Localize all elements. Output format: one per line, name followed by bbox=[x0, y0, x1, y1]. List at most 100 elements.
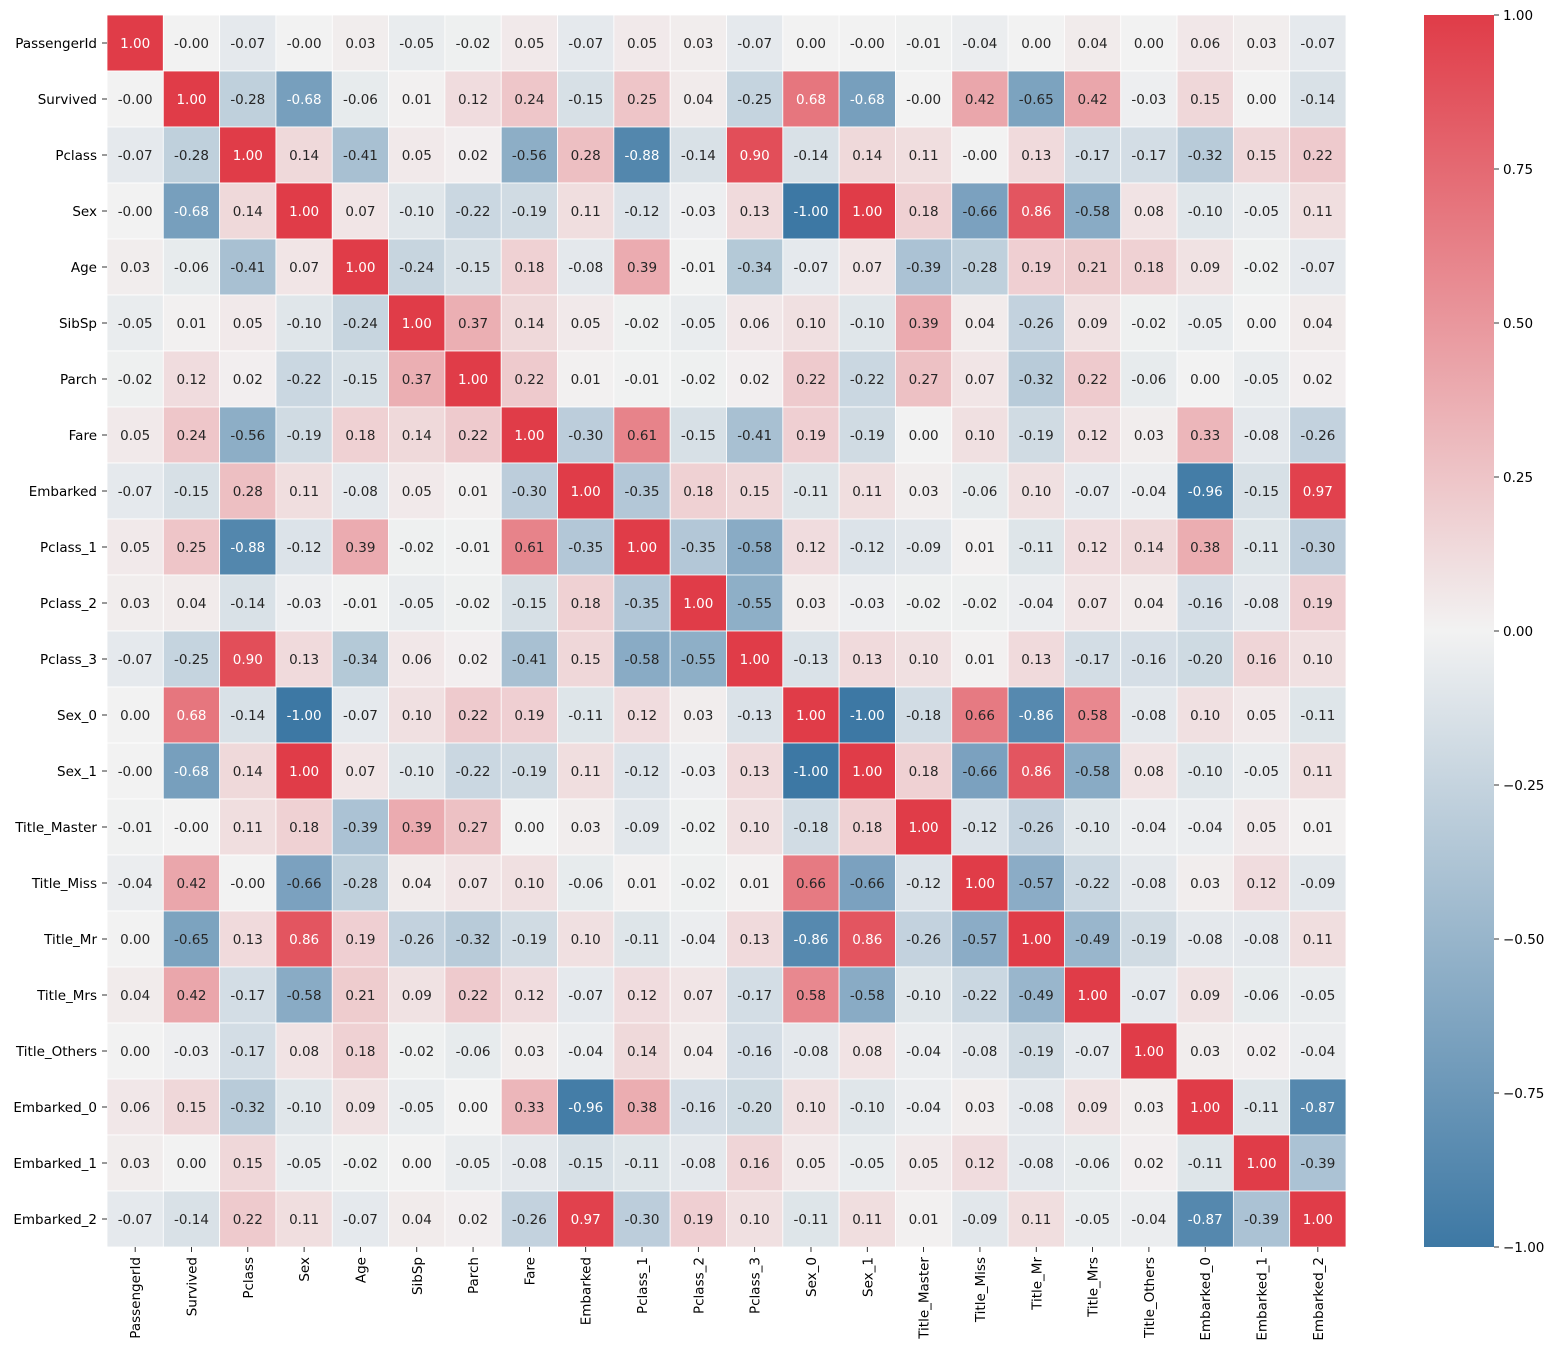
heatmap-cell-Survived-Pclass bbox=[219, 70, 277, 128]
heatmap-cell-Pclass_3-Fare bbox=[500, 630, 558, 688]
cell-value-label: 0.12 bbox=[1246, 876, 1276, 892]
cell-value-label: 0.07 bbox=[289, 260, 319, 276]
colorbar-tick-label: 0.50 bbox=[1503, 316, 1533, 332]
heatmap-cell-Embarked_2-Title_Master bbox=[895, 1190, 953, 1248]
cell-value-label: 0.39 bbox=[909, 316, 939, 332]
cell-value-label: -0.39 bbox=[1244, 1212, 1279, 1228]
heatmap-cell-Pclass-Embarked_2 bbox=[1289, 126, 1347, 184]
cell-value-label: 0.13 bbox=[740, 764, 770, 780]
heatmap-cell-Title_Mr-Embarked bbox=[557, 910, 615, 968]
cell-value-label: 0.11 bbox=[289, 1212, 319, 1228]
cell-value-label: -0.86 bbox=[794, 932, 829, 948]
cell-value-label: -0.01 bbox=[681, 260, 716, 276]
cell-value-label: 0.05 bbox=[796, 1156, 826, 1172]
cell-value-label: 0.37 bbox=[458, 316, 488, 332]
heatmap-cell-Sex-Sex_0 bbox=[782, 182, 840, 240]
heatmap-cell-PassengerId-Pclass bbox=[219, 14, 277, 72]
cell-value-label: -0.07 bbox=[1300, 36, 1335, 52]
heatmap-cell-Age-Sex bbox=[275, 238, 333, 296]
cell-value-label: 0.07 bbox=[1078, 596, 1108, 612]
heatmap-cell-Pclass_2-Title_Miss bbox=[951, 574, 1009, 632]
heatmap-cell-Embarked_0-Title_Master bbox=[895, 1078, 953, 1136]
cell-value-label: -0.14 bbox=[681, 148, 716, 164]
heatmap-cell-Sex_0-Age bbox=[331, 686, 389, 744]
heatmap-cell-Pclass-Embarked bbox=[557, 126, 615, 184]
cell-value-label: -0.04 bbox=[962, 36, 997, 52]
heatmap-cell-Sex_1-Fare bbox=[500, 742, 558, 800]
cell-value-label: -0.34 bbox=[737, 260, 772, 276]
heatmap-cell-Parch-Embarked_2 bbox=[1289, 350, 1347, 408]
heatmap-cell-Parch-Sex_0 bbox=[782, 350, 840, 408]
cell-value-label: -0.11 bbox=[794, 1212, 829, 1228]
heatmap-cell-Pclass-Age bbox=[331, 126, 389, 184]
x-tick-label-Embarked_0: Embarked_0 bbox=[1198, 1257, 1214, 1341]
cell-value-label: -0.05 bbox=[850, 1156, 885, 1172]
cell-value-label: -0.05 bbox=[1244, 764, 1279, 780]
cell-value-label: -0.35 bbox=[681, 540, 716, 556]
cell-value-label: -0.15 bbox=[1244, 484, 1279, 500]
cell-value-label: -1.00 bbox=[794, 764, 829, 780]
cell-value-label: -0.05 bbox=[456, 1156, 491, 1172]
cell-value-label: -0.04 bbox=[1131, 820, 1166, 836]
cell-value-label: -0.06 bbox=[1075, 1156, 1110, 1172]
colorbar-tick-label: 0.00 bbox=[1503, 624, 1533, 640]
heatmap-cell-Sex-Embarked_1 bbox=[1232, 182, 1291, 240]
heatmap-cell-PassengerId-Embarked_2 bbox=[1289, 14, 1347, 72]
heatmap-cell-Parch-Embarked_0 bbox=[1176, 350, 1234, 408]
cell-value-label: -0.10 bbox=[1188, 204, 1223, 220]
heatmap-cell-Sex-Survived bbox=[162, 182, 221, 240]
cell-value-label: -0.49 bbox=[1019, 988, 1054, 1004]
cell-value-label: -0.10 bbox=[287, 316, 322, 332]
cell-value-label: 0.02 bbox=[740, 372, 770, 388]
heatmap-cell-Embarked_2-Title_Miss bbox=[951, 1190, 1009, 1248]
cell-value-label: -0.17 bbox=[1131, 148, 1166, 164]
cell-value-label: 0.12 bbox=[796, 540, 826, 556]
cell-value-label: -0.55 bbox=[681, 652, 716, 668]
cell-value-label: -0.11 bbox=[625, 932, 660, 948]
cell-value-label: 0.01 bbox=[965, 540, 995, 556]
heatmap-cell-Sex_1-Title_Miss bbox=[951, 742, 1009, 800]
heatmap-cell-Title_Master-Survived bbox=[162, 798, 221, 856]
cell-value-label: -0.66 bbox=[962, 764, 997, 780]
cell-value-label: -0.07 bbox=[118, 148, 153, 164]
cell-value-label: 1.00 bbox=[852, 764, 882, 780]
heatmap-cell-PassengerId-SibSp bbox=[388, 14, 446, 72]
heatmap-cell-Sex_1-Title_Others bbox=[1120, 742, 1178, 800]
cell-value-label: 0.13 bbox=[1021, 148, 1051, 164]
cell-value-label: 0.07 bbox=[458, 876, 488, 892]
heatmap-cell-Pclass-Sex bbox=[275, 126, 333, 184]
cell-value-label: 0.08 bbox=[852, 1044, 882, 1060]
cell-value-label: -0.02 bbox=[962, 596, 997, 612]
heatmap-cell-Embarked-Pclass_3 bbox=[726, 462, 784, 520]
cell-value-label: 0.00 bbox=[909, 428, 939, 444]
heatmap-cell-Title_Master-Title_Others bbox=[1120, 798, 1178, 856]
heatmap-cell-Embarked_2-Embarked_1 bbox=[1232, 1190, 1291, 1248]
cell-value-label: -0.24 bbox=[343, 316, 378, 332]
colorbar-tick-label: 0.25 bbox=[1503, 470, 1533, 486]
heatmap-cell-Title_Master-Pclass_2 bbox=[669, 798, 727, 856]
cell-value-label: 0.19 bbox=[1303, 596, 1333, 612]
cell-value-label: -0.03 bbox=[681, 204, 716, 220]
cell-value-label: 0.14 bbox=[233, 204, 263, 220]
cell-value-label: -0.07 bbox=[737, 36, 772, 52]
heatmap-cell-Age-Title_Master bbox=[895, 238, 953, 296]
cell-value-label: -0.08 bbox=[1131, 876, 1166, 892]
cell-value-label: 0.10 bbox=[1190, 708, 1220, 724]
cell-value-label: 1.00 bbox=[965, 876, 995, 892]
x-tick-label-Survived: Survived bbox=[184, 1257, 200, 1316]
heatmap-cell-Embarked-Title_Mrs bbox=[1064, 462, 1122, 520]
cell-value-label: 0.05 bbox=[233, 316, 263, 332]
cell-value-label: 0.03 bbox=[514, 1044, 544, 1060]
heatmap-cell-Title_Others-Sex bbox=[275, 1022, 333, 1080]
heatmap-cell-Title_Mr-Title_Miss bbox=[951, 910, 1009, 968]
cell-value-label: 0.09 bbox=[1078, 1100, 1108, 1116]
cell-value-label: 0.10 bbox=[740, 820, 770, 836]
heatmap-cell-Title_Miss-Embarked_2 bbox=[1289, 854, 1347, 912]
cell-value-label: -0.01 bbox=[456, 540, 491, 556]
cell-value-label: 0.14 bbox=[1134, 540, 1164, 556]
cell-value-label: -0.10 bbox=[1188, 764, 1223, 780]
cell-value-label: -0.11 bbox=[1244, 540, 1279, 556]
cell-value-label: -0.01 bbox=[625, 372, 660, 388]
cell-value-label: -0.19 bbox=[1019, 1044, 1054, 1060]
cell-value-label: 0.12 bbox=[1078, 428, 1108, 444]
